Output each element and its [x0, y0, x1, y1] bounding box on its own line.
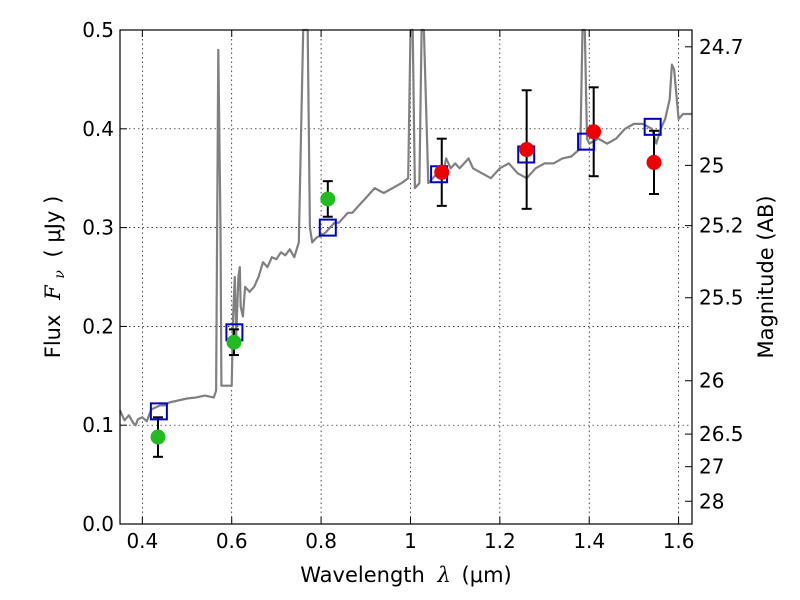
x-ticks: 0.4 0.6 0.8 1 1.2 1.4 1.6	[126, 30, 695, 553]
y2-tick-label: 26.5	[699, 422, 744, 446]
y2-tick-label: 25	[699, 153, 724, 177]
y-tick-label: 0.5	[82, 18, 114, 42]
y-axis-label-text: Flux	[41, 315, 65, 359]
y-tick-label: 0.4	[82, 117, 114, 141]
plot-frame	[119, 29, 693, 525]
model-spectrum-line	[118, 28, 692, 427]
model-photometry-squares	[149, 117, 662, 421]
model-photometry-square	[643, 117, 662, 136]
y2-tick-label: 24.7	[699, 35, 744, 59]
y-tick-label: 0.3	[82, 216, 114, 240]
grid-lines	[120, 30, 692, 524]
y-tick-label: 0.1	[82, 413, 114, 437]
nir-point	[646, 154, 662, 170]
nir-point	[434, 164, 450, 180]
model-photometry-square	[149, 402, 168, 421]
x-axis-label-text: Wavelength	[300, 563, 425, 587]
y-axis-label-sub: ν	[52, 270, 68, 279]
x-tick-label: 1.4	[573, 529, 605, 553]
y2-axis-label: Magnitude (AB)	[754, 195, 778, 358]
y-ticks: 0.0 0.1 0.2 0.3 0.4 0.5	[82, 18, 127, 536]
y-axis-label-unit: ( μJy )	[41, 196, 65, 258]
errorbars	[152, 86, 660, 458]
y2-ticks: 24.7 25 25.2 25.5 26 26.5 27 28	[685, 35, 744, 513]
y2-tick-label: 26	[699, 369, 724, 393]
nir-point	[586, 124, 602, 140]
x-axis-label: Wavelength λ (μm)	[300, 563, 511, 587]
observed-points	[150, 124, 662, 445]
y2-tick-label: 25.5	[699, 286, 744, 310]
x-tick-label: 0.8	[305, 529, 337, 553]
optical-point	[150, 429, 166, 445]
y-tick-label: 0.0	[82, 512, 114, 536]
model-photometry-square	[577, 132, 596, 151]
y2-tick-label: 25.2	[699, 214, 744, 238]
y-axis-label: Flux F ν ( μJy )	[41, 196, 69, 359]
x-tick-label: 1.6	[663, 529, 695, 553]
y2-tick-label: 28	[699, 489, 724, 513]
x-tick-label: 0.4	[126, 529, 158, 553]
model-photometry-square	[318, 218, 337, 237]
y2-tick-label: 27	[699, 455, 724, 479]
x-axis-label-symbol: λ	[437, 563, 451, 587]
x-tick-label: 0.6	[216, 529, 248, 553]
nir-point	[519, 142, 535, 158]
optical-point	[320, 191, 336, 207]
model-spectrum-layer	[118, 28, 692, 427]
x-axis-label-unit: (μm)	[462, 563, 512, 587]
y-axis-label-symbol: F	[41, 284, 65, 301]
x-tick-label: 1.2	[484, 529, 516, 553]
x-tick-label: 1	[404, 529, 417, 553]
y-tick-label: 0.2	[82, 314, 114, 338]
optical-point	[226, 334, 242, 350]
